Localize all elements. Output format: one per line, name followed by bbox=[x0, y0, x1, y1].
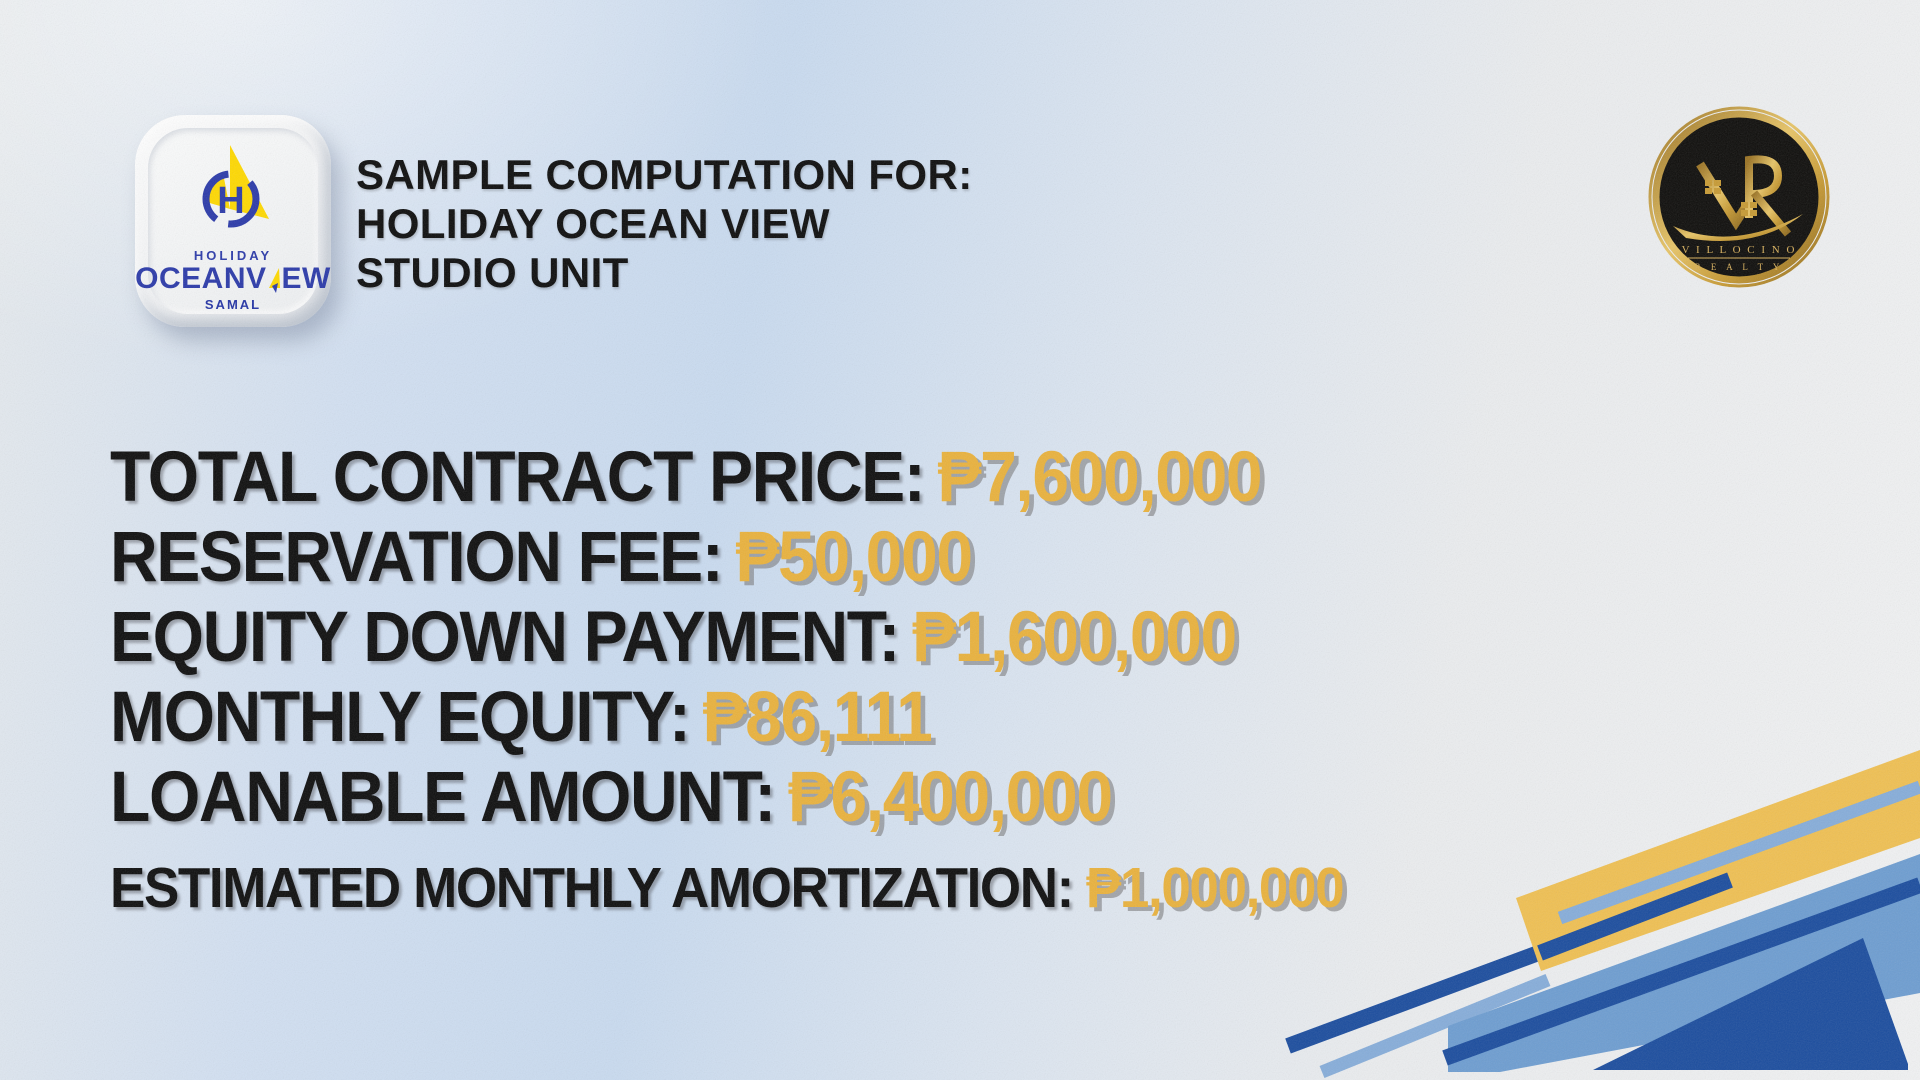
row-value: ₱50,000 bbox=[735, 518, 973, 597]
realty-text: R E A L T Y bbox=[1695, 262, 1784, 272]
row-label: TOTAL CONTRACT PRICE: bbox=[110, 438, 926, 517]
villocino-text: V I L L O C I N O bbox=[1682, 244, 1797, 256]
oceanview-left: OCEANV bbox=[135, 262, 267, 295]
sail-letter-i-icon bbox=[268, 268, 280, 293]
sail-h-emblem: H bbox=[202, 145, 269, 228]
decor-dark-stripe-in-gold bbox=[1537, 872, 1733, 961]
samal-label: SAMAL bbox=[204, 297, 262, 312]
row-value: ₱1,000,000 bbox=[1085, 856, 1345, 920]
decor-gold-band bbox=[1516, 750, 1920, 971]
oceanview-wordmark: OCEANV EW bbox=[135, 264, 331, 294]
decor-light-tail-stripe bbox=[1319, 973, 1551, 1079]
row-label: RESERVATION FEE: bbox=[110, 518, 724, 597]
oceanview-right: EW bbox=[281, 262, 331, 295]
computation-row-estimated-monthly-amortization: ESTIMATED MONTHLY AMORTIZATION: ₱1,000,00… bbox=[110, 848, 1345, 928]
computation-row-total-contract-price: TOTAL CONTRACT PRICE: ₱7,600,000 bbox=[110, 438, 1343, 518]
holiday-label: HOLIDAY bbox=[193, 248, 273, 263]
title-line-2: HOLIDAY OCEAN VIEW bbox=[356, 200, 830, 247]
villocino-realty-logo: V I L L O C I N O R E A L T Y bbox=[1648, 106, 1830, 288]
title-line-1: SAMPLE COMPUTATION FOR: bbox=[356, 151, 973, 198]
decor-dark-piercing-stripe bbox=[1285, 940, 1555, 1054]
computation-row-loanable-amount: LOANABLE AMOUNT: ₱6,400,000 bbox=[110, 758, 1343, 838]
row-value: ₱86,111 bbox=[702, 678, 933, 757]
page-title: SAMPLE COMPUTATION FOR: HOLIDAY OCEAN VI… bbox=[356, 150, 973, 297]
row-label: EQUITY DOWN PAYMENT: bbox=[110, 598, 900, 677]
row-value: ₱1,600,000 bbox=[912, 598, 1237, 677]
decor-dark-blue-quad bbox=[1593, 938, 1908, 1070]
row-label: LOANABLE AMOUNT: bbox=[110, 758, 776, 837]
decor-medium-blue-band bbox=[1448, 854, 1920, 1072]
computation-row-monthly-equity: MONTHLY EQUITY: ₱86,111 bbox=[110, 678, 1343, 758]
row-value: ₱6,400,000 bbox=[787, 758, 1113, 837]
computation-row-reservation-fee: RESERVATION FEE: ₱50,000 bbox=[110, 518, 1343, 598]
svg-text:H: H bbox=[217, 180, 244, 222]
row-label: ESTIMATED MONTHLY AMORTIZATION: bbox=[110, 856, 1074, 920]
decor-light-stripe-in-gold bbox=[1557, 780, 1920, 925]
title-line-3: STUDIO UNIT bbox=[356, 249, 629, 296]
row-value: ₱7,600,000 bbox=[937, 438, 1262, 517]
holiday-oceanview-badge: H HOLIDAY OCEANV EW SAMAL bbox=[135, 115, 331, 327]
holiday-oceanview-logo: H HOLIDAY OCEANV EW SAMAL bbox=[135, 143, 331, 311]
badge-inner-face: H HOLIDAY OCEANV EW SAMAL bbox=[135, 128, 330, 314]
computation-list: TOTAL CONTRACT PRICE: ₱7,600,000 RESERVAT… bbox=[110, 438, 1436, 928]
row-label: MONTHLY EQUITY: bbox=[110, 678, 691, 757]
decor-dark-stripe-in-band bbox=[1442, 877, 1920, 1066]
computation-row-equity-down-payment: EQUITY DOWN PAYMENT: ₱1,600,000 bbox=[110, 598, 1343, 678]
